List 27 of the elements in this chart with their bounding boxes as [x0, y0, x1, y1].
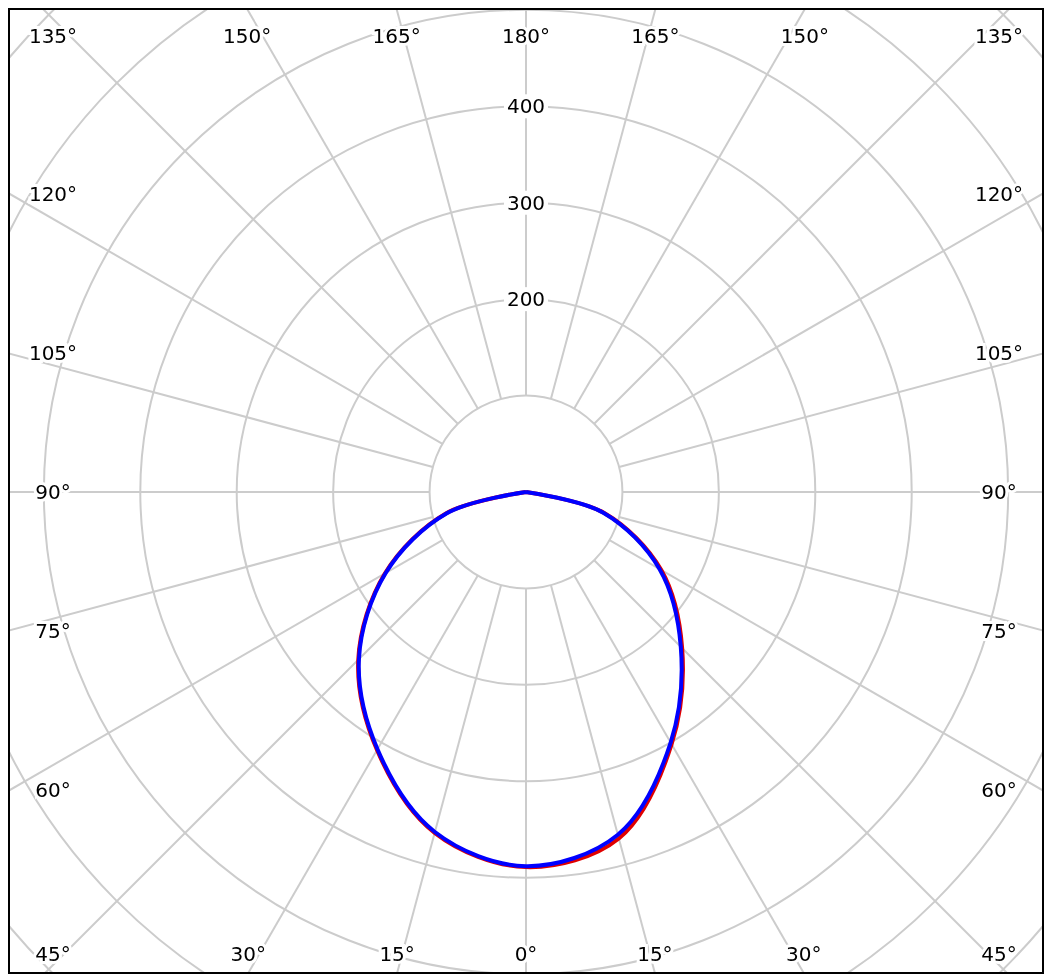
- spoke-label: 135°: [28, 24, 78, 48]
- spoke-label: 45°: [981, 942, 1017, 966]
- spoke-label: 15°: [379, 942, 415, 966]
- spoke-label: 30°: [230, 942, 267, 966]
- y-tick-label: 400: [506, 94, 546, 119]
- spoke-label: 135°: [974, 24, 1024, 48]
- spoke-label: 0°: [514, 942, 538, 966]
- spoke-label: 30°: [785, 942, 822, 966]
- y-tick-label: 200: [506, 287, 546, 312]
- spoke-label: 60°: [981, 778, 1017, 803]
- spoke-label: 90°: [981, 480, 1017, 504]
- y-tick-label: 300: [506, 190, 546, 215]
- spoke-label: 75°: [35, 618, 71, 643]
- spoke-label: 90°: [35, 480, 71, 504]
- spoke-label: 120°: [28, 181, 78, 206]
- spoke-label: 45°: [35, 942, 71, 966]
- spoke-label: 150°: [223, 24, 272, 48]
- spoke-label: 165°: [372, 24, 421, 48]
- spoke-label: 165°: [631, 24, 680, 48]
- spoke-label: 150°: [780, 24, 829, 48]
- spoke-label: 105°: [28, 341, 78, 366]
- spoke-label: 60°: [35, 778, 71, 803]
- spoke-label: 180°: [501, 24, 551, 48]
- spoke-label: 75°: [981, 618, 1017, 643]
- spoke-label: 15°: [637, 942, 673, 966]
- spoke-label: 105°: [974, 341, 1024, 366]
- spoke-label: 120°: [974, 181, 1024, 206]
